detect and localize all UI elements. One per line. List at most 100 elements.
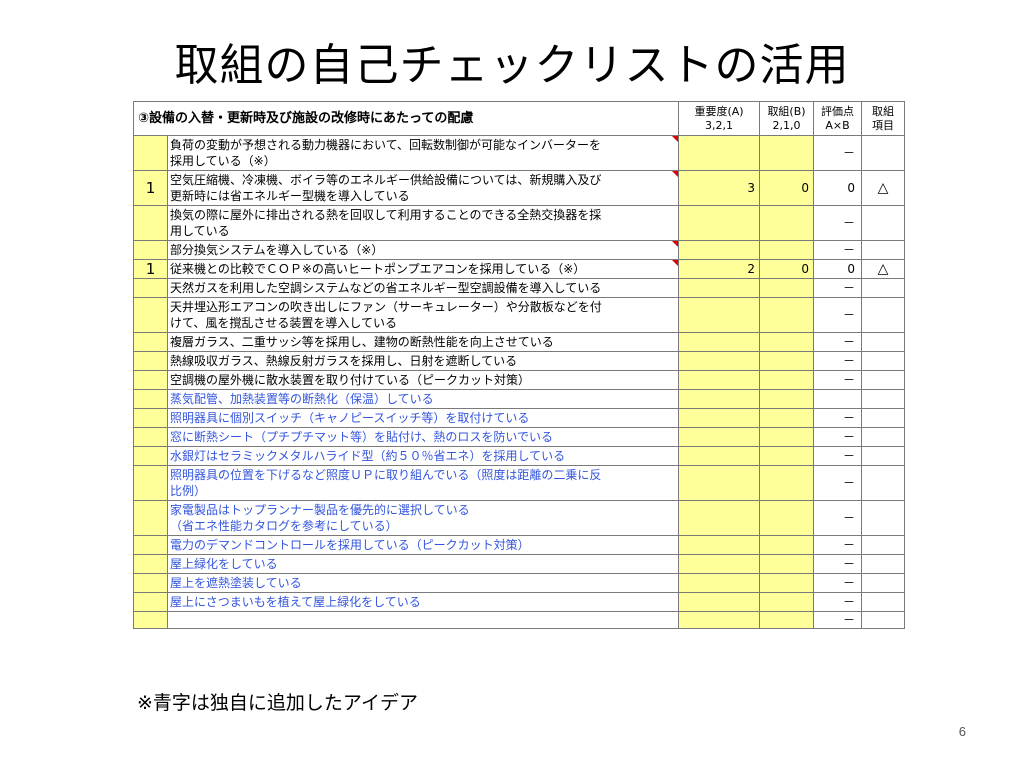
effort-cell[interactable] bbox=[759, 573, 815, 593]
item-text-line: 窓に断熱シート（プチプチマット等）を貼付け、熱のロスを防いでいる bbox=[170, 430, 554, 444]
effort-cell[interactable] bbox=[759, 535, 815, 555]
item-text-line: 複層ガラス、二重サッシ等を採用し、建物の断熱性能を向上させている bbox=[170, 335, 554, 349]
column-header-importance: 重要度(A) 3,2,1 bbox=[678, 101, 761, 136]
table-row: 部分換気システムを導入している（※） － bbox=[133, 240, 906, 260]
item-text-cell: 屋上緑化をしている bbox=[166, 554, 680, 574]
importance-cell[interactable] bbox=[678, 465, 761, 501]
score-cell: － bbox=[813, 240, 863, 260]
item-text-line: 空調機の屋外機に散水装置を取り付けている（ピークカット対策） bbox=[170, 373, 531, 387]
importance-cell[interactable] bbox=[678, 611, 761, 629]
importance-cell[interactable] bbox=[678, 535, 761, 555]
table-row: 電力のデマンドコントロールを採用している（ピークカット対策） － bbox=[133, 535, 906, 555]
importance-cell[interactable] bbox=[678, 135, 761, 171]
item-text-cell: 水銀灯はセラミックメタルハライド型（約５０％省エネ）を採用している bbox=[166, 446, 680, 466]
item-mark-cell bbox=[861, 135, 906, 171]
effort-cell[interactable] bbox=[759, 135, 815, 171]
importance-cell[interactable] bbox=[678, 573, 761, 593]
importance-cell[interactable] bbox=[678, 351, 761, 371]
row-number-cell bbox=[133, 592, 168, 612]
item-text-line: 比例） bbox=[170, 484, 207, 498]
effort-cell[interactable] bbox=[759, 389, 815, 409]
score-cell: － bbox=[813, 205, 863, 241]
row-number-cell bbox=[133, 535, 168, 555]
importance-cell[interactable]: 3 bbox=[678, 170, 761, 206]
effort-cell[interactable] bbox=[759, 554, 815, 574]
importance-cell[interactable] bbox=[678, 278, 761, 298]
item-text-cell: 天井埋込形エアコンの吹き出しにファン（サーキュレーター）や分散板などを付 けて、風… bbox=[166, 297, 680, 333]
item-text-line: 蒸気配管、加熱装置等の断熱化（保温）している bbox=[170, 392, 434, 406]
importance-cell[interactable] bbox=[678, 446, 761, 466]
effort-cell[interactable] bbox=[759, 446, 815, 466]
score-cell: － bbox=[813, 465, 863, 501]
row-number-cell bbox=[133, 297, 168, 333]
column-header-effort: 取組(B) 2,1,0 bbox=[759, 101, 815, 136]
item-text-cell: 電力のデマンドコントロールを採用している（ピークカット対策） bbox=[166, 535, 680, 555]
table-row: 家電製品はトップランナー製品を優先的に選択している （省エネ性能カタログを参考にし… bbox=[133, 500, 906, 536]
effort-cell[interactable] bbox=[759, 240, 815, 260]
table-row: 天井埋込形エアコンの吹き出しにファン（サーキュレーター）や分散板などを付 けて、風… bbox=[133, 297, 906, 333]
importance-cell[interactable] bbox=[678, 408, 761, 428]
effort-cell[interactable] bbox=[759, 592, 815, 612]
importance-cell[interactable] bbox=[678, 592, 761, 612]
score-cell: － bbox=[813, 535, 863, 555]
importance-cell[interactable] bbox=[678, 332, 761, 352]
importance-cell[interactable]: 2 bbox=[678, 259, 761, 279]
item-text-line: 天然ガスを利用した空調システムなどの省エネルギー型空調設備を導入している bbox=[170, 281, 602, 295]
effort-cell[interactable] bbox=[759, 297, 815, 333]
effort-cell[interactable] bbox=[759, 278, 815, 298]
importance-cell[interactable] bbox=[678, 554, 761, 574]
effort-cell[interactable] bbox=[759, 370, 815, 390]
comment-indicator-icon bbox=[672, 260, 678, 266]
importance-cell[interactable] bbox=[678, 240, 761, 260]
item-text-line: 電力のデマンドコントロールを採用している（ピークカット対策） bbox=[170, 538, 530, 552]
table-row: 水銀灯はセラミックメタルハライド型（約５０％省エネ）を採用している － bbox=[133, 446, 906, 466]
importance-cell[interactable] bbox=[678, 389, 761, 409]
score-cell: － bbox=[813, 446, 863, 466]
effort-cell[interactable] bbox=[759, 465, 815, 501]
effort-cell[interactable] bbox=[759, 351, 815, 371]
importance-cell[interactable] bbox=[678, 297, 761, 333]
item-text-cell: 照明器具の位置を下げるなど照度ＵＰに取り組んでいる（照度は距離の二乗に反 比例） bbox=[166, 465, 680, 501]
row-number-cell bbox=[133, 408, 168, 428]
score-cell: － bbox=[813, 500, 863, 536]
row-number-cell: 1 bbox=[133, 259, 168, 279]
table-row: 窓に断熱シート（プチプチマット等）を貼付け、熱のロスを防いでいる － bbox=[133, 427, 906, 447]
effort-cell[interactable] bbox=[759, 332, 815, 352]
row-number-cell bbox=[133, 135, 168, 171]
effort-cell[interactable] bbox=[759, 500, 815, 536]
item-text-cell: 屋上にさつまいもを植えて屋上緑化をしている bbox=[166, 592, 680, 612]
item-text-cell: 家電製品はトップランナー製品を優先的に選択している （省エネ性能カタログを参考にし… bbox=[166, 500, 680, 536]
item-text-line: 従来機との比較でＣＯＰ※の高いヒートポンプエアコンを採用している（※） bbox=[170, 262, 586, 276]
item-mark-cell bbox=[861, 500, 906, 536]
item-text-line: 換気の際に屋外に排出される熱を回収して利用することのできる全熱交換器を採 bbox=[170, 208, 602, 222]
score-cell: － bbox=[813, 611, 863, 629]
item-mark-cell bbox=[861, 408, 906, 428]
importance-cell[interactable] bbox=[678, 370, 761, 390]
table-row: 換気の際に屋外に排出される熱を回収して利用することのできる全熱交換器を採 用してい… bbox=[133, 205, 906, 241]
item-text-line: 家電製品はトップランナー製品を優先的に選択している bbox=[170, 503, 470, 517]
importance-cell[interactable] bbox=[678, 427, 761, 447]
row-number-cell bbox=[133, 370, 168, 390]
column-header-item: 取組 項目 bbox=[861, 101, 906, 136]
effort-cell[interactable] bbox=[759, 205, 815, 241]
importance-cell[interactable] bbox=[678, 205, 761, 241]
item-mark-cell bbox=[861, 427, 906, 447]
effort-cell[interactable] bbox=[759, 611, 815, 629]
score-cell: － bbox=[813, 297, 863, 333]
row-number-cell bbox=[133, 554, 168, 574]
score-cell: － bbox=[813, 370, 863, 390]
item-text-line: 部分換気システムを導入している（※） bbox=[170, 243, 384, 257]
effort-cell[interactable]: 0 bbox=[759, 259, 815, 279]
section-heading: ③設備の入替・更新時及び施設の改修時にあたっての配慮 bbox=[132, 101, 680, 136]
checklist-table: ③設備の入替・更新時及び施設の改修時にあたっての配慮 重要度(A) 3,2,1 … bbox=[132, 101, 906, 629]
importance-cell[interactable] bbox=[678, 500, 761, 536]
effort-cell[interactable]: 0 bbox=[759, 170, 815, 206]
effort-cell[interactable] bbox=[759, 408, 815, 428]
item-text-cell: 蒸気配管、加熱装置等の断熱化（保温）している bbox=[166, 389, 680, 409]
item-text-cell: 空気圧縮機、冷凍機、ボイラ等のエネルギー供給設備については、新規購入及び 更新時に… bbox=[166, 170, 680, 206]
row-number-cell bbox=[133, 446, 168, 466]
item-text-cell: 天然ガスを利用した空調システムなどの省エネルギー型空調設備を導入している bbox=[166, 278, 680, 298]
table-row: 照明器具に個別スイッチ（キャノピースイッチ等）を取付けている － bbox=[133, 408, 906, 428]
effort-cell[interactable] bbox=[759, 427, 815, 447]
item-text-line: 用している bbox=[170, 224, 230, 238]
